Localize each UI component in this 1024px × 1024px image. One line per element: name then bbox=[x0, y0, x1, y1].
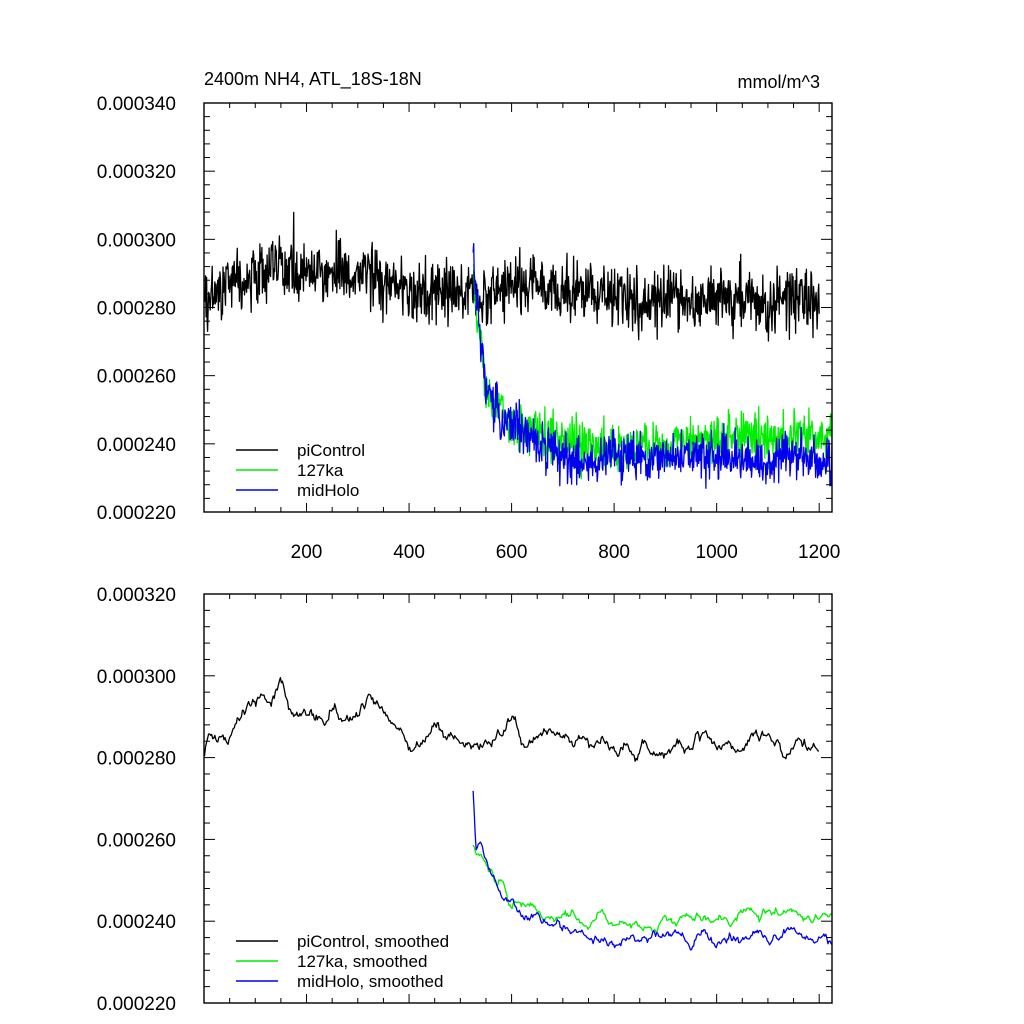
y-tick-label: 0.000340 bbox=[97, 94, 176, 115]
plot-title: 2400m NH4, ATL_18S-18N bbox=[204, 69, 422, 90]
top-panel-axes: 200 400 600 800 1000 1200 0.000220 0.000240 0.00… bbox=[97, 94, 841, 563]
y-tick-label: 0.000280 bbox=[97, 749, 176, 770]
plot-frame bbox=[203, 593, 833, 1004]
y-tick-label: 0.000240 bbox=[97, 435, 176, 456]
units-label: mmol/m^3 bbox=[738, 72, 820, 92]
y-tick-label: 0.000260 bbox=[97, 830, 176, 851]
y-tick-label: 0.000300 bbox=[97, 230, 176, 251]
top-panel-series bbox=[204, 211, 832, 489]
y-tick-label: 0.000220 bbox=[97, 994, 176, 1015]
x-tick-label: 400 bbox=[393, 542, 425, 563]
x-tick-label: 1200 bbox=[798, 542, 840, 563]
x-tick-label: 600 bbox=[496, 542, 528, 563]
legend-label-picontrol-smoothed: piControl, smoothed bbox=[297, 932, 449, 951]
y-tick-label: 0.000320 bbox=[97, 162, 176, 183]
bottom-panel-axes: 0.000220 0.000240 0.000260 0.000280 0.000300… bbox=[97, 585, 833, 1015]
legend-label-midholo-smoothed: midHolo, smoothed bbox=[297, 972, 443, 991]
y-tick-label: 0.000240 bbox=[97, 912, 176, 933]
y-tick-label: 0.000260 bbox=[97, 367, 176, 388]
series-line-127ka-smoothed bbox=[472, 844, 832, 935]
bottom-panel-series bbox=[204, 677, 832, 951]
legend-label-127ka-smoothed: 127ka, smoothed bbox=[297, 952, 427, 971]
series-line-midholo-smoothed bbox=[472, 790, 832, 951]
bottom-panel: 0.000220 0.000240 0.000260 0.000280 0.000300… bbox=[97, 585, 833, 1015]
y-tick-label: 0.000320 bbox=[97, 585, 176, 606]
legend-label-127ka: 127ka bbox=[297, 461, 344, 480]
y-tick-label: 0.000300 bbox=[97, 667, 176, 688]
y-tick-label: 0.000280 bbox=[97, 299, 176, 320]
x-tick-label: 800 bbox=[598, 542, 630, 563]
x-tick-label: 1000 bbox=[696, 542, 738, 563]
legend-label-picontrol: piControl bbox=[297, 441, 365, 460]
series-line-midholo bbox=[472, 242, 832, 489]
legend-label-midholo: midHolo bbox=[297, 481, 359, 500]
top-panel: 200 400 600 800 1000 1200 0.000220 0.000240 0.00… bbox=[97, 94, 841, 563]
x-tick-label: 200 bbox=[291, 542, 323, 563]
series-line-picontrol-smoothed bbox=[204, 677, 820, 762]
series-line-picontrol bbox=[204, 211, 820, 342]
y-tick-label: 0.000220 bbox=[97, 503, 176, 524]
